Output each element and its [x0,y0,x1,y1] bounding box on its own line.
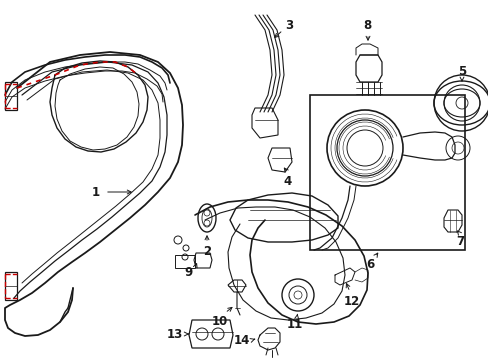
Text: 11: 11 [286,318,303,331]
Text: 10: 10 [211,315,228,328]
Text: 14: 14 [233,333,249,346]
Bar [309,95,464,250]
Text: 1: 1 [92,185,100,198]
Text: 9: 9 [184,266,193,279]
Text: 5: 5 [457,65,465,78]
Text: 7: 7 [455,235,463,248]
Text: 13: 13 [166,328,183,341]
Text: 3: 3 [285,18,292,32]
Text: 12: 12 [343,295,359,308]
Text: 8: 8 [362,19,370,32]
Text: 6: 6 [365,258,373,271]
Text: 2: 2 [203,245,211,258]
Text: 4: 4 [284,175,291,188]
